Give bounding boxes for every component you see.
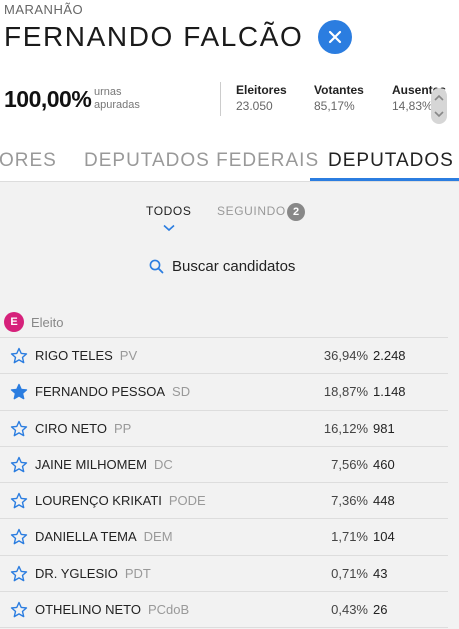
office-tabs: ORES DEPUTADOS FEDERAIS DEPUTADOS E bbox=[0, 140, 459, 182]
city-title: FERNANDO FALCÃO bbox=[4, 21, 304, 52]
elected-legend: E Eleito bbox=[4, 312, 64, 332]
search-label: Buscar candidatos bbox=[172, 258, 296, 275]
candidate-row[interactable]: DR. YGLESIO PDT 0,71% 43 bbox=[0, 556, 448, 593]
candidate-party: PV bbox=[119, 348, 138, 363]
percent-label-line2: apuradas bbox=[94, 99, 140, 111]
elected-legend-label: Eleito bbox=[31, 314, 64, 330]
close-icon bbox=[329, 30, 342, 44]
candidate-name: FERNANDO PESSOA SD bbox=[35, 384, 190, 399]
star-icon[interactable] bbox=[10, 456, 28, 474]
candidate-name-text: RIGO TELES bbox=[35, 348, 113, 363]
city-header: FERNANDO FALCÃO bbox=[4, 19, 353, 55]
seguindo-count-badge: 2 bbox=[287, 203, 305, 221]
candidate-party: SD bbox=[172, 384, 191, 400]
candidate-row[interactable]: FERNANDO PESSOA SD 18,87% 1.148 bbox=[0, 374, 448, 411]
candidate-row[interactable]: DANIELLA TEMA DEM 1,71% 104 bbox=[0, 519, 448, 556]
votantes-label: Votantes bbox=[314, 83, 364, 97]
star-filled-icon[interactable] bbox=[10, 383, 28, 401]
tab-deputados-estaduais[interactable]: DEPUTADOS E bbox=[328, 150, 459, 171]
elected-badge: E bbox=[4, 312, 24, 332]
results-summary: 100,00% urnas apuradas Eleitores 23.050 … bbox=[0, 78, 459, 124]
eleitores-value: 23.050 bbox=[236, 99, 273, 113]
star-icon[interactable] bbox=[10, 565, 28, 583]
candidate-percent: 0,43% bbox=[331, 602, 368, 618]
candidate-name-text: FERNANDO PESSOA bbox=[35, 384, 166, 400]
candidate-percent: 0,71% bbox=[331, 565, 368, 581]
candidate-name: CIRO NETO PP bbox=[35, 421, 131, 436]
eleitores-label: Eleitores bbox=[236, 83, 287, 97]
votantes-value: 85,17% bbox=[314, 99, 355, 113]
chevron-down-icon bbox=[434, 111, 444, 118]
candidate-votes: 1.148 bbox=[373, 384, 406, 400]
stat-eleitores: Eleitores 23.050 bbox=[236, 83, 287, 113]
candidate-name: OTHELINO NETO PCdoB bbox=[35, 602, 189, 617]
search-icon bbox=[149, 259, 164, 274]
active-tab-indicator bbox=[310, 178, 459, 181]
candidate-name: DR. YGLESIO PDT bbox=[35, 566, 151, 581]
candidate-name: LOURENÇO KRIKATI PODE bbox=[35, 493, 206, 508]
star-icon[interactable] bbox=[10, 528, 28, 546]
candidate-votes: 43 bbox=[373, 565, 388, 581]
candidate-row[interactable]: JAINE MILHOMEM DC 7,56% 460 bbox=[0, 447, 448, 484]
candidate-row[interactable]: OTHELINO NETO PCdoB 0,43% 26 bbox=[0, 592, 448, 629]
candidate-name-text: CIRO NETO bbox=[35, 420, 107, 436]
candidate-votes: 104 bbox=[373, 529, 395, 545]
stats-scroll-control[interactable] bbox=[431, 88, 447, 124]
candidate-row[interactable]: RIGO TELES PV 36,94% 2.248 bbox=[0, 338, 448, 375]
candidate-votes: 448 bbox=[373, 493, 395, 509]
candidate-party: PODE bbox=[168, 493, 206, 509]
candidate-percent: 16,12% bbox=[323, 420, 368, 436]
state-label: MARANHÃO bbox=[4, 2, 84, 17]
candidate-name: RIGO TELES PV bbox=[35, 348, 137, 363]
candidate-votes: 2.248 bbox=[373, 348, 406, 363]
star-icon[interactable] bbox=[10, 492, 28, 510]
candidate-name: JAINE MILHOMEM DC bbox=[35, 457, 173, 472]
candidate-percent: 18,87% bbox=[323, 384, 368, 400]
star-icon[interactable] bbox=[10, 347, 28, 365]
results-panel bbox=[0, 182, 459, 629]
candidate-votes: 26 bbox=[373, 602, 388, 618]
candidate-name-text: OTHELINO NETO bbox=[35, 602, 141, 618]
candidate-party: DEM bbox=[143, 529, 173, 545]
candidate-name-text: DANIELLA TEMA bbox=[35, 529, 137, 545]
filter-todos[interactable]: TODOS bbox=[146, 204, 192, 218]
candidate-percent: 7,36% bbox=[331, 493, 368, 509]
candidate-name-text: DR. YGLESIO bbox=[35, 565, 118, 581]
star-icon[interactable] bbox=[10, 420, 28, 438]
candidate-party: PDT bbox=[124, 565, 151, 581]
candidate-percent: 36,94% bbox=[323, 348, 368, 363]
candidate-row[interactable]: LOURENÇO KRIKATI PODE 7,36% 448 bbox=[0, 483, 448, 520]
star-icon[interactable] bbox=[10, 601, 28, 619]
candidate-votes: 460 bbox=[373, 456, 395, 472]
candidate-party: PCdoB bbox=[147, 602, 190, 618]
percent-label-line1: urnas bbox=[94, 86, 122, 98]
stats-divider bbox=[220, 82, 221, 116]
candidate-list: RIGO TELES PV 36,94% 2.248 FERNANDO PESSOA SD… bbox=[0, 337, 448, 629]
candidate-party: PP bbox=[114, 420, 132, 436]
percent-counted: 100,00% bbox=[4, 86, 92, 112]
search-candidates-button[interactable]: Buscar candidatos bbox=[149, 258, 295, 275]
tab-senadores[interactable]: ORES bbox=[0, 150, 57, 171]
percent-counted-label: urnas apuradas bbox=[94, 86, 140, 112]
candidate-votes: 981 bbox=[373, 420, 395, 436]
filter-seguindo[interactable]: SEGUINDO bbox=[217, 204, 286, 218]
chevron-up-icon bbox=[434, 94, 444, 101]
tab-deputados-federais[interactable]: DEPUTADOS FEDERAIS bbox=[84, 150, 320, 171]
candidate-name-text: LOURENÇO KRIKATI bbox=[35, 493, 162, 509]
chevron-down-icon bbox=[163, 224, 175, 232]
close-button[interactable] bbox=[318, 20, 353, 54]
candidate-row[interactable]: CIRO NETO PP 16,12% 981 bbox=[0, 411, 448, 447]
ausentes-value: 14,83% bbox=[392, 99, 433, 113]
candidate-name: DANIELLA TEMA DEM bbox=[35, 529, 173, 544]
stat-votantes: Votantes 85,17% bbox=[314, 83, 364, 113]
candidate-name-text: JAINE MILHOMEM bbox=[35, 456, 147, 472]
candidate-percent: 1,71% bbox=[331, 529, 368, 545]
candidate-percent: 7,56% bbox=[331, 456, 368, 472]
candidate-party: DC bbox=[153, 456, 173, 472]
